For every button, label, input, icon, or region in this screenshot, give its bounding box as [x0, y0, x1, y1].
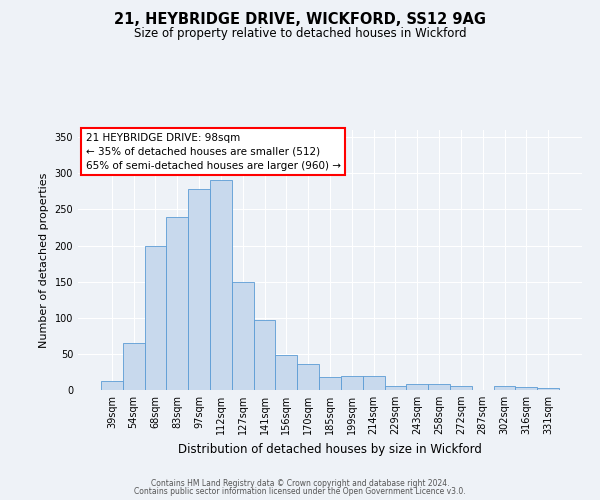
- Bar: [341, 376, 363, 390]
- Text: Contains HM Land Registry data © Crown copyright and database right 2024.: Contains HM Land Registry data © Crown c…: [151, 478, 449, 488]
- Text: Size of property relative to detached houses in Wickford: Size of property relative to detached ho…: [134, 28, 466, 40]
- Bar: [101, 380, 123, 390]
- Y-axis label: Number of detached properties: Number of detached properties: [39, 172, 49, 348]
- Bar: [297, 364, 319, 390]
- Bar: [188, 189, 210, 390]
- Bar: [363, 376, 385, 390]
- Bar: [275, 356, 297, 390]
- Bar: [166, 218, 188, 390]
- Bar: [145, 246, 166, 390]
- Bar: [385, 386, 406, 390]
- Bar: [450, 386, 472, 390]
- Bar: [494, 386, 515, 390]
- Bar: [406, 384, 428, 390]
- Text: Contains public sector information licensed under the Open Government Licence v3: Contains public sector information licen…: [134, 487, 466, 496]
- Bar: [319, 377, 341, 390]
- Bar: [537, 388, 559, 390]
- Bar: [254, 320, 275, 390]
- Bar: [123, 343, 145, 390]
- Bar: [428, 384, 450, 390]
- Bar: [210, 180, 232, 390]
- Bar: [515, 387, 537, 390]
- Text: 21, HEYBRIDGE DRIVE, WICKFORD, SS12 9AG: 21, HEYBRIDGE DRIVE, WICKFORD, SS12 9AG: [114, 12, 486, 28]
- Bar: [232, 282, 254, 390]
- X-axis label: Distribution of detached houses by size in Wickford: Distribution of detached houses by size …: [178, 442, 482, 456]
- Text: 21 HEYBRIDGE DRIVE: 98sqm
← 35% of detached houses are smaller (512)
65% of semi: 21 HEYBRIDGE DRIVE: 98sqm ← 35% of detac…: [86, 132, 341, 170]
